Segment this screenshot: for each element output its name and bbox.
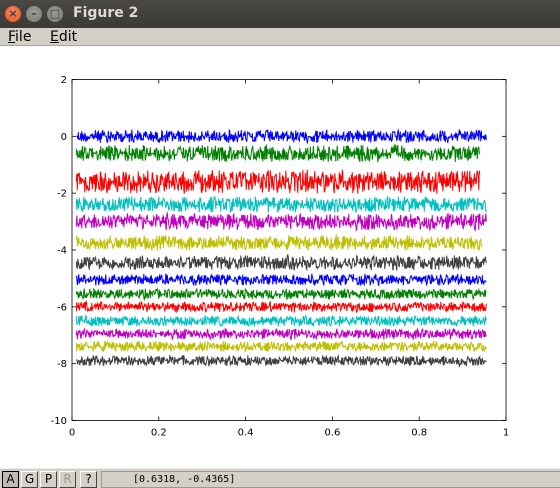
axes-frame — [71, 79, 507, 421]
pan-button[interactable]: P — [40, 471, 57, 488]
x-tick-label: 0.8 — [411, 428, 427, 439]
x-tick-label: 1 — [503, 428, 509, 439]
series-line-ch4 — [75, 195, 487, 214]
series-line-ch11 — [75, 314, 487, 328]
rotate-button[interactable]: R — [59, 471, 76, 488]
series-line-ch13 — [75, 340, 487, 353]
series-line-ch7 — [75, 253, 487, 272]
y-tick-label: 2 — [61, 75, 67, 86]
menu-edit[interactable]: Edit — [50, 29, 78, 45]
y-tick-label: -2 — [57, 189, 67, 200]
y-tick-label: -8 — [57, 359, 67, 370]
menu-bar: File Edit — [0, 28, 560, 46]
x-tick-label: 0.2 — [151, 428, 167, 439]
series-line-ch3 — [75, 168, 481, 194]
series-line-ch12 — [75, 327, 487, 341]
menu-file[interactable]: File — [8, 29, 32, 45]
plot-area[interactable]: 0 0.2 0.4 0.6 0.8 1 2 0 -2 -4 -6 -8 -10 — [0, 46, 560, 466]
cursor-coordinates: [0.6318, -0.4365] — [101, 471, 560, 488]
close-icon[interactable]: × — [5, 6, 21, 22]
autoscale-button[interactable]: A — [2, 471, 19, 488]
help-button[interactable]: ? — [80, 471, 97, 488]
x-tick-label: 0.6 — [324, 428, 340, 439]
minimize-icon[interactable]: – — [26, 6, 42, 22]
y-tick-label: -6 — [57, 302, 67, 313]
chart[interactable]: 0 0.2 0.4 0.6 0.8 1 2 0 -2 -4 -6 -8 -10 — [0, 46, 560, 466]
y-tick-label: 0 — [61, 132, 67, 143]
maximize-icon[interactable]: □ — [47, 6, 63, 22]
y-tick-label: -4 — [57, 246, 67, 257]
window-titlebar: × – □ Figure 2 — [0, 0, 560, 28]
series-line-ch8 — [75, 273, 487, 287]
bottom-toolbar: A G P R ? [0.6318, -0.4365] — [0, 468, 560, 488]
x-tick-label: 0 — [69, 428, 75, 439]
series-line-ch9 — [75, 286, 487, 302]
grid-toggle-button[interactable]: G — [21, 471, 38, 488]
window-title: Figure 2 — [73, 5, 139, 21]
series-layer — [75, 128, 487, 368]
series-line-ch14 — [76, 354, 487, 368]
x-tick-label: 0.4 — [238, 428, 254, 439]
series-line-ch10 — [75, 299, 487, 314]
ticks-layer: 0 0.2 0.4 0.6 0.8 1 2 0 -2 -4 -6 -8 -10 — [51, 75, 510, 439]
series-line-ch6 — [75, 234, 483, 252]
series-line-ch5 — [75, 211, 487, 232]
series-line-ch1 — [76, 128, 487, 145]
y-tick-label: -10 — [51, 416, 67, 427]
series-line-ch2 — [75, 144, 481, 163]
